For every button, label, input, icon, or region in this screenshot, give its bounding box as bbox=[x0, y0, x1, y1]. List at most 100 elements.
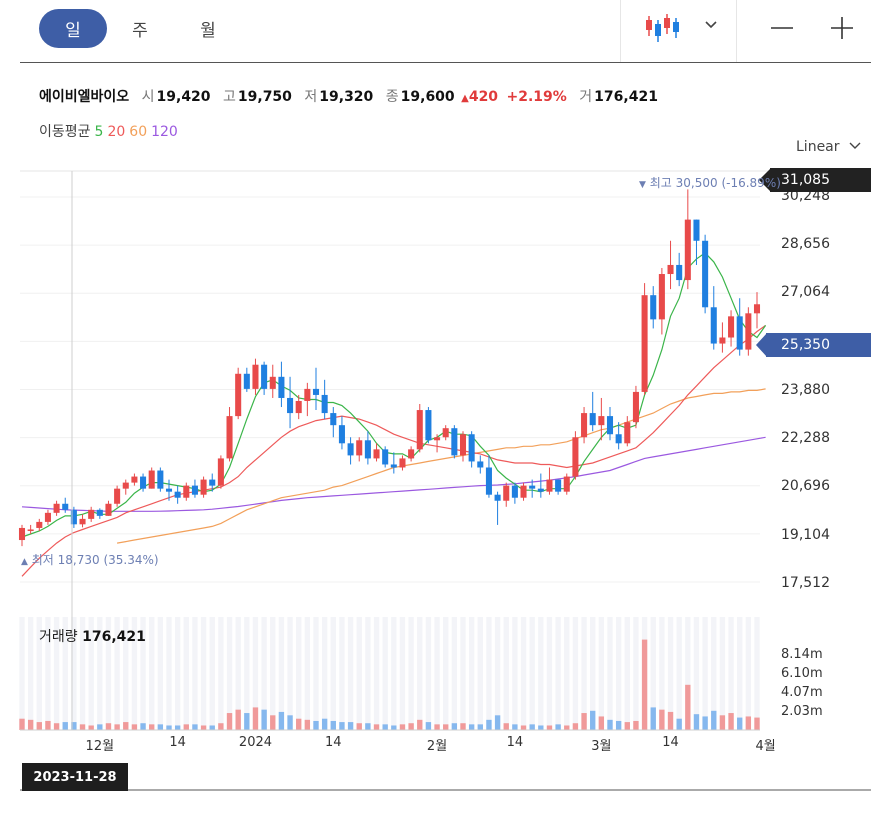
volume-bg-bar bbox=[512, 617, 518, 730]
current-price-tag: 25,350 bbox=[766, 333, 871, 357]
volume-bg-bar bbox=[607, 617, 613, 730]
candle-body bbox=[589, 413, 596, 426]
candle-body bbox=[468, 434, 475, 462]
tab-day[interactable]: 일 bbox=[39, 9, 107, 48]
volume-bg-bar bbox=[226, 617, 233, 730]
candle-body bbox=[27, 529, 34, 531]
candle-body bbox=[719, 337, 726, 344]
candle-body bbox=[615, 434, 622, 444]
candle-body bbox=[278, 376, 285, 398]
volume-bg-bar bbox=[590, 617, 596, 730]
candle-body bbox=[693, 219, 700, 241]
chart-type-selector[interactable] bbox=[640, 12, 730, 46]
volume-bar bbox=[330, 720, 336, 730]
candlestick-icon bbox=[646, 14, 717, 42]
low-annotation: ▲ 최저 18,730 (35.34%) bbox=[21, 551, 159, 568]
candle-body bbox=[658, 274, 665, 320]
header-divider bbox=[20, 62, 871, 63]
zoom-in-button[interactable] bbox=[828, 14, 856, 42]
volume-bg-bar bbox=[615, 617, 622, 730]
volume-bar bbox=[105, 723, 112, 730]
ma60-line bbox=[116, 388, 766, 544]
volume-bar bbox=[538, 725, 544, 730]
volume-bar bbox=[417, 719, 423, 730]
ma-label: 이동평균 bbox=[39, 124, 91, 140]
candle-body bbox=[209, 479, 216, 486]
candle-body bbox=[157, 470, 164, 489]
candle-body bbox=[131, 476, 138, 483]
volume-bar bbox=[659, 709, 665, 730]
candle-body bbox=[546, 479, 553, 492]
volume-bar bbox=[192, 724, 198, 730]
volume-bar bbox=[494, 715, 501, 730]
volume-bg-bar bbox=[538, 617, 544, 730]
crosshair-date: 2023-11-28 bbox=[22, 763, 128, 791]
candle-body bbox=[295, 400, 302, 414]
tab-month[interactable]: 월 bbox=[188, 9, 228, 48]
crosshair-price-tag: 31,085 bbox=[770, 168, 871, 192]
volume-bar bbox=[460, 723, 466, 730]
candle-body bbox=[79, 518, 86, 525]
volume-bg-bar bbox=[157, 617, 164, 730]
volume-bar bbox=[745, 716, 752, 730]
y-tick: 22,288 bbox=[781, 430, 830, 446]
volume-bar bbox=[676, 718, 682, 730]
candle-body bbox=[261, 364, 268, 389]
candle-body bbox=[304, 388, 311, 401]
low-label: 저 bbox=[304, 89, 318, 105]
volume-bar bbox=[131, 724, 138, 730]
volume-bar bbox=[468, 724, 475, 730]
volume-bar bbox=[226, 713, 233, 730]
volume-bg-bar bbox=[296, 617, 302, 730]
candle-body bbox=[390, 464, 397, 468]
volume-bar bbox=[321, 718, 328, 730]
volume-bg-bar bbox=[356, 617, 362, 730]
ma-60[interactable]: 60 bbox=[129, 124, 148, 140]
volume-bar bbox=[252, 707, 259, 730]
ma-5[interactable]: 5 bbox=[94, 124, 104, 140]
volume-bar bbox=[209, 725, 215, 730]
candle-body bbox=[442, 428, 449, 438]
candle-body bbox=[18, 527, 26, 541]
high-value: 19,750 bbox=[237, 89, 292, 105]
volume-bg-bar bbox=[494, 617, 501, 730]
tab-week[interactable]: 주 bbox=[120, 9, 160, 48]
volume-panel-title: 거래량 bbox=[39, 629, 78, 645]
stock-name: 에이비엘바이오 bbox=[39, 89, 130, 105]
chevron-down-icon bbox=[705, 21, 717, 29]
price-tag-arrow bbox=[759, 168, 771, 192]
volume-bg-bar bbox=[529, 617, 535, 730]
candle-body bbox=[148, 470, 155, 489]
candle-body bbox=[217, 458, 224, 486]
volume-bg-bar bbox=[417, 617, 423, 730]
volume-bar bbox=[296, 718, 302, 730]
volume-bg-bar bbox=[564, 617, 570, 730]
chevron-down-icon bbox=[849, 142, 861, 149]
x-tick: 14 bbox=[169, 735, 186, 750]
down-triangle-icon: ▼ bbox=[639, 180, 646, 190]
volume-bg-bar bbox=[36, 617, 42, 730]
volume-tick: 8.14m bbox=[781, 647, 823, 662]
y-tick: 30,248 bbox=[781, 188, 830, 204]
candle-body bbox=[459, 434, 467, 456]
high-annotation: ▼ 최고 30,500 (-16.89%) bbox=[639, 174, 781, 191]
candle-body bbox=[53, 503, 60, 513]
candle-body bbox=[606, 416, 614, 435]
candle-body bbox=[399, 458, 406, 468]
candle-body bbox=[632, 391, 639, 423]
candle-body bbox=[338, 425, 345, 444]
volume-bg-bar bbox=[382, 617, 388, 730]
scale-selector[interactable]: Linear bbox=[796, 139, 862, 155]
volume-bg-bar bbox=[123, 617, 129, 730]
zoom-out-button[interactable] bbox=[768, 14, 796, 42]
ma-120[interactable]: 120 bbox=[151, 124, 178, 140]
candle-body bbox=[408, 449, 415, 459]
toolbar-divider-2 bbox=[736, 0, 737, 62]
volume-bg-bar bbox=[546, 617, 553, 730]
ma-20[interactable]: 20 bbox=[107, 124, 126, 140]
volume-bg-bar bbox=[745, 617, 752, 730]
candle-body bbox=[477, 461, 484, 468]
volume-bar bbox=[615, 720, 622, 730]
volume-bar bbox=[270, 715, 276, 730]
